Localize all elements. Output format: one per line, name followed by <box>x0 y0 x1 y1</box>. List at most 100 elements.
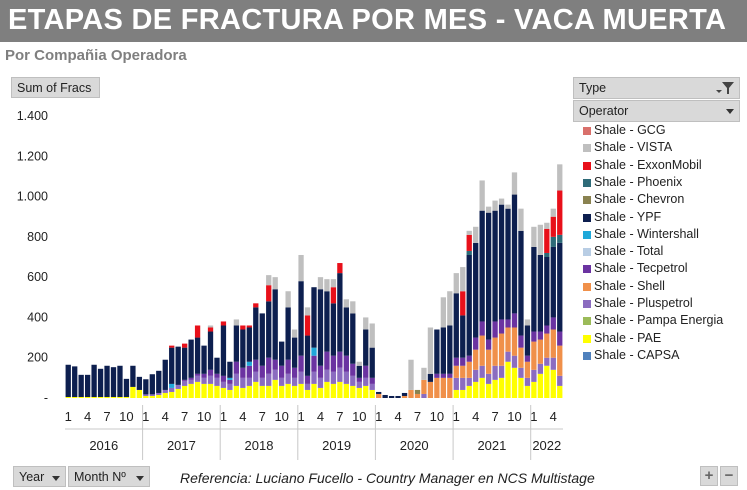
bar-segment <box>466 230 472 235</box>
bar-segment <box>473 369 479 382</box>
legend-label: Shale - ExxonMobil <box>594 157 702 172</box>
bar-segment <box>531 246 537 332</box>
bar-segment <box>110 367 117 397</box>
bar-segment <box>356 377 362 382</box>
bar-segment <box>356 387 362 398</box>
year-field-button[interactable]: Year <box>13 466 66 487</box>
y-tick-label: 400 <box>27 310 48 324</box>
bar-segment <box>498 377 505 398</box>
bar-segment <box>304 389 311 398</box>
bar-segment <box>479 180 485 211</box>
bar-segment <box>194 381 201 398</box>
bar-segment <box>175 384 181 389</box>
bar-segment <box>207 327 214 332</box>
month-tick-label: 7 <box>181 409 188 424</box>
bar-segment <box>544 365 550 398</box>
month-tick-label: 10 <box>197 409 211 424</box>
bar-segment <box>453 377 459 390</box>
legend-swatch <box>583 334 591 343</box>
bar-segment <box>350 301 356 314</box>
year-label: 2022 <box>532 438 561 453</box>
bar-segment <box>291 329 298 338</box>
bar-segment <box>518 367 524 378</box>
bar-segment <box>272 289 278 360</box>
year-label: 2019 <box>322 438 351 453</box>
bar-segment <box>214 373 220 378</box>
bar-segment <box>550 329 556 358</box>
bar-segment <box>143 394 149 396</box>
legend-swatch <box>583 265 591 274</box>
bar-segment <box>460 291 466 316</box>
value-field-button[interactable]: Sum of Fracs <box>11 77 100 98</box>
legend-swatch <box>583 317 591 326</box>
bar-segment <box>440 327 446 374</box>
bar-segment <box>330 303 337 356</box>
month-tick-label: 1 <box>375 409 382 424</box>
type-filter-button[interactable]: Type <box>573 77 740 99</box>
zoom-out-button[interactable]: − <box>720 466 738 486</box>
bar-segment <box>291 337 298 368</box>
bar-segment <box>376 393 382 398</box>
bar-segment <box>382 394 388 398</box>
bar-segment <box>156 394 162 398</box>
bar-segment <box>531 381 537 398</box>
bar-segment <box>544 357 550 366</box>
bar-segment <box>194 337 201 374</box>
bar-segment <box>91 396 97 398</box>
bar-segment <box>350 363 356 376</box>
bar-segment <box>550 208 556 217</box>
bar-segment <box>343 299 349 308</box>
operator-legend-button[interactable]: Operator <box>573 100 740 122</box>
bar-segment <box>169 387 175 392</box>
legend-label: Shale - PAE <box>594 330 662 345</box>
bar-segment <box>201 345 207 374</box>
y-tick-label: 1.400 <box>17 109 48 123</box>
legend-swatch <box>583 127 591 135</box>
bar-segment <box>337 351 343 368</box>
month-field-button[interactable]: Month Nº <box>68 466 150 487</box>
legend-label: Shale - VISTA <box>594 140 673 155</box>
bar-segment <box>246 325 252 328</box>
bar-segment <box>104 365 110 397</box>
bar-segment <box>466 254 472 356</box>
bar-segment <box>350 375 356 386</box>
bar-segment <box>188 383 194 398</box>
bar-segment <box>479 377 485 398</box>
bar-segment <box>136 376 143 390</box>
bar-segment <box>266 373 272 386</box>
bar-segment <box>324 291 330 352</box>
bar-segment <box>511 355 518 368</box>
bar-segment <box>240 325 246 330</box>
bar-segment <box>240 367 246 378</box>
bar-segment <box>272 359 278 370</box>
bar-segment <box>453 273 459 294</box>
type-filter-label: Type <box>579 81 607 95</box>
bar-segment <box>447 373 453 378</box>
title-bar: ETAPAS DE FRACTURA POR MES - VACA MUERTA <box>0 0 747 42</box>
bar-segment <box>498 333 505 366</box>
bar-segment <box>557 331 563 346</box>
bar-segment <box>259 377 265 386</box>
month-tick-label: 4 <box>317 409 324 424</box>
bar-segment <box>550 369 556 398</box>
month-tick-label: 10 <box>119 409 133 424</box>
bar-segment <box>194 325 201 338</box>
bar-segment <box>473 337 479 350</box>
bar-segment <box>524 377 531 386</box>
month-tick-label: 7 <box>103 409 110 424</box>
year-field-label: Year <box>19 470 45 484</box>
bar-segment <box>182 380 188 386</box>
bar-segment <box>524 361 531 378</box>
zoom-in-button[interactable]: + <box>700 466 718 486</box>
bar-segment <box>169 391 175 398</box>
bar-segment <box>201 373 207 378</box>
bar-segment <box>91 364 97 397</box>
bar-segment <box>337 381 343 398</box>
bar-segment <box>460 365 466 378</box>
bar-segment <box>279 385 285 398</box>
legend-swatch <box>583 282 591 291</box>
bar-segment <box>460 267 466 292</box>
bar-segment <box>207 325 214 328</box>
bar-segment <box>492 365 498 380</box>
month-tick-label: 4 <box>84 409 91 424</box>
